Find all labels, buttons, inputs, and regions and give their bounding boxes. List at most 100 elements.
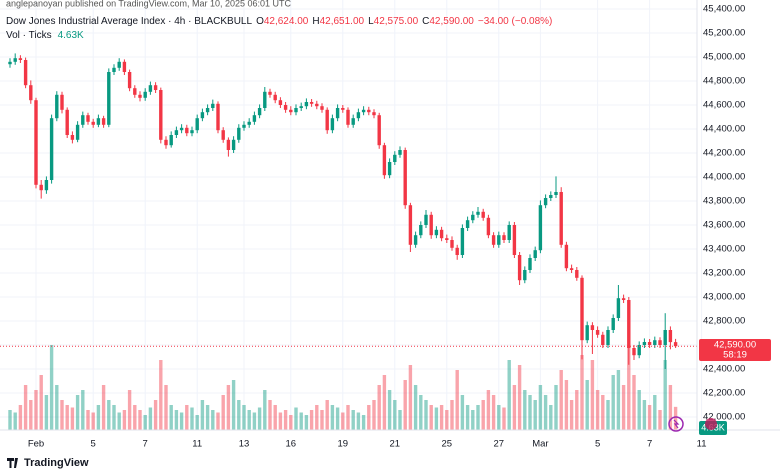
y-tick-label: 43,800.00 [703,196,745,207]
candle-body [486,217,491,236]
volume-bar [497,405,501,430]
x-tick-label: 11 [192,439,202,450]
flag-icon[interactable] [705,418,717,430]
candle-body [637,345,641,356]
volume-bar [65,405,69,430]
candle-body [221,130,225,140]
candle-body [39,184,43,191]
candle-body [127,72,132,89]
publisher: anglepanoyan published on TradingView.co… [6,0,292,8]
volume-bar [34,390,38,430]
volume-bar [190,407,194,430]
volume-bar [512,385,517,430]
candle-body [65,109,69,135]
y-tick-label: 44,400.00 [703,124,745,135]
price-tag [699,339,771,361]
event-icon[interactable] [668,416,684,432]
volume-bar [242,405,246,430]
candle-body [143,91,147,98]
volume-bar [294,407,298,430]
volume-bar [320,410,324,430]
volume-bar [361,415,366,430]
volume-bar [289,415,293,430]
l-value: 42,575.00 [374,16,419,27]
price-tag-label: 42,590.00 [714,340,756,351]
volume-bar [481,400,485,430]
volume-bar [268,400,272,430]
candle-body [122,61,127,72]
volume-bar [273,405,277,430]
volume-bar [538,385,543,430]
candle-body [159,90,163,140]
x-tick-label: 7 [647,439,652,450]
volume-bar [543,395,548,430]
candle-body [471,214,475,221]
candle-body [91,121,95,125]
candle-body [29,85,33,101]
volume-bar [601,395,605,430]
volume-bar [372,400,376,430]
candle-body [231,139,236,150]
candle-body [75,124,80,140]
candle-body [242,124,246,128]
candle-body [8,61,12,65]
x-tick-label: 7 [143,439,148,450]
x-tick-label: Feb [28,439,44,450]
volume-bar [653,395,657,430]
volume-bar [70,407,75,430]
candle-body [273,94,277,101]
y-tick-label: 43,600.00 [703,220,745,231]
l-label: L [368,16,374,27]
change: −34.00 (−0.08%) [478,16,553,27]
volume-bar [559,370,563,430]
volume-value: 4.63K [58,30,84,41]
candle-body [346,109,350,125]
h-value: 42,651.00 [320,16,365,27]
candle-body [491,235,496,245]
candle-body [294,108,298,113]
volume-bar [263,390,267,430]
candle-body [81,115,85,125]
volume-bar [226,385,231,430]
candle-body [216,103,220,131]
volume-bar [642,400,647,430]
volume-bar [346,405,350,430]
candle-body [205,108,210,113]
candle-body [299,106,303,108]
volume-bar [663,360,667,430]
volume-bar [517,365,522,430]
candle-body [257,108,262,116]
volume-title: Vol · Ticks [6,30,52,41]
candle-body [252,115,257,122]
event-icon-glyph [673,419,680,429]
candle-body [101,118,106,125]
candle-body [445,238,449,240]
candle-body [517,255,522,281]
candle-body [263,91,267,108]
x-tick-label: 27 [494,439,505,450]
candle-body [372,112,376,116]
volume-bar [330,405,335,430]
x-tick-label: 13 [239,439,250,450]
volume-bar [39,375,43,430]
candle-body [325,109,329,131]
volume-bar [23,385,28,430]
volume-bar [96,405,101,430]
candle-body [351,118,355,125]
candle-body [429,214,433,236]
candle-body [133,88,137,95]
candle-body [309,102,314,104]
volume-bar [341,412,345,430]
volume-bar [325,400,329,430]
volume-bar [216,412,220,430]
volume-bar [673,406,678,430]
y-tick-label: 45,000.00 [703,52,745,63]
volume-bar [424,400,428,430]
volume-bar [304,415,309,430]
volume-bar [523,390,527,430]
candle-body [361,109,366,113]
x-tick-label: 5 [91,439,96,450]
x-tick-label: 11 [697,439,707,450]
volume-bar [569,400,574,430]
candle-body [606,330,610,345]
